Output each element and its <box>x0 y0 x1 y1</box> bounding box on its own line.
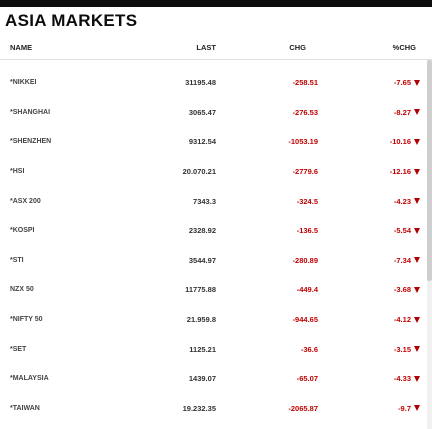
down-triangle-icon <box>414 346 420 352</box>
last-value: 31195.48 <box>110 78 222 87</box>
pct-change: -3.15 <box>324 345 432 354</box>
down-triangle-icon <box>414 405 420 411</box>
last-value: 11775.88 <box>110 285 222 294</box>
pct-change: -7.34 <box>324 256 432 265</box>
market-name: *MALAYSIA <box>0 375 110 382</box>
pct-change: -7.65 <box>324 78 432 87</box>
pct-change-value: -12.16 <box>390 167 411 176</box>
market-name: *HSI <box>0 168 110 175</box>
table-row[interactable]: *SET 1125.21 -36.6 -3.15 <box>0 334 432 364</box>
pct-change-value: -4.12 <box>394 315 411 324</box>
last-value: 3544.97 <box>110 256 222 265</box>
change-value: -1053.19 <box>222 137 324 146</box>
pct-change-value: -4.33 <box>394 374 411 383</box>
pct-change-value: -7.34 <box>394 256 411 265</box>
table-rows: *NIKKEI 31195.48 -258.51 -7.65 *SHANGHAI… <box>0 60 432 423</box>
change-value: -2779.6 <box>222 167 324 176</box>
change-value: -324.5 <box>222 197 324 206</box>
last-value: 19.232.35 <box>110 404 222 413</box>
down-triangle-icon <box>414 109 420 115</box>
pct-change-value: -10.16 <box>390 137 411 146</box>
last-value: 7343.3 <box>110 197 222 206</box>
last-value: 20.070.21 <box>110 167 222 176</box>
market-name: *STI <box>0 257 110 264</box>
scrollbar-track[interactable] <box>427 60 432 429</box>
header-pct-chg[interactable]: %CHG <box>324 43 432 52</box>
table-row[interactable]: *HSI 20.070.21 -2779.6 -12.16 <box>0 157 432 187</box>
change-value: -276.53 <box>222 108 324 117</box>
market-name: *SHENZHEN <box>0 138 110 145</box>
market-name: *SHANGHAI <box>0 109 110 116</box>
market-name: *TAIWAN <box>0 405 110 412</box>
change-value: -449.4 <box>222 285 324 294</box>
change-value: -2065.87 <box>222 404 324 413</box>
down-triangle-icon <box>414 139 420 145</box>
pct-change-value: -9.7 <box>398 404 411 413</box>
market-name: *NIFTY 50 <box>0 316 110 323</box>
pct-change-value: -7.65 <box>394 78 411 87</box>
down-triangle-icon <box>414 257 420 263</box>
down-triangle-icon <box>414 198 420 204</box>
table-row[interactable]: *TAIWAN 19.232.35 -2065.87 -9.7 <box>0 394 432 424</box>
table-row[interactable]: *STI 3544.97 -280.89 -7.34 <box>0 246 432 276</box>
pct-change: -3.68 <box>324 285 432 294</box>
table-row[interactable]: *MALAYSIA 1439.07 -65.07 -4.33 <box>0 364 432 394</box>
pct-change: -4.12 <box>324 315 432 324</box>
table-row[interactable]: *NIFTY 50 21.959.8 -944.65 -4.12 <box>0 305 432 335</box>
down-triangle-icon <box>414 80 420 86</box>
header-name[interactable]: NAME <box>0 43 110 52</box>
change-value: -258.51 <box>222 78 324 87</box>
down-triangle-icon <box>414 287 420 293</box>
change-value: -944.65 <box>222 315 324 324</box>
page-title: ASIA MARKETS <box>0 7 432 35</box>
pct-change: -9.7 <box>324 404 432 413</box>
markets-table[interactable]: *NIKKEI 31195.48 -258.51 -7.65 *SHANGHAI… <box>0 60 432 429</box>
table-row[interactable]: *ASX 200 7343.3 -324.5 -4.23 <box>0 186 432 216</box>
pct-change-value: -5.54 <box>394 226 411 235</box>
table-header: NAME LAST CHG %CHG <box>0 35 432 60</box>
change-value: -280.89 <box>222 256 324 265</box>
change-value: -65.07 <box>222 374 324 383</box>
last-value: 9312.54 <box>110 137 222 146</box>
pct-change: -10.16 <box>324 137 432 146</box>
pct-change: -4.33 <box>324 374 432 383</box>
last-value: 1439.07 <box>110 374 222 383</box>
pct-change: -12.16 <box>324 167 432 176</box>
table-row[interactable]: *NIKKEI 31195.48 -258.51 -7.65 <box>0 68 432 98</box>
table-row[interactable]: NZX 50 11775.88 -449.4 -3.68 <box>0 275 432 305</box>
pct-change: -4.23 <box>324 197 432 206</box>
down-triangle-icon <box>414 169 420 175</box>
pct-change-value: -8.27 <box>394 108 411 117</box>
table-row[interactable]: *SHENZHEN 9312.54 -1053.19 -10.16 <box>0 127 432 157</box>
market-name: *KOSPI <box>0 227 110 234</box>
pct-change: -8.27 <box>324 108 432 117</box>
change-value: -136.5 <box>222 226 324 235</box>
market-name: *SET <box>0 346 110 353</box>
pct-change-value: -3.68 <box>394 285 411 294</box>
last-value: 3065.47 <box>110 108 222 117</box>
last-value: 21.959.8 <box>110 315 222 324</box>
header-last[interactable]: LAST <box>110 43 222 52</box>
table-row[interactable]: *SHANGHAI 3065.47 -276.53 -8.27 <box>0 98 432 128</box>
top-bar <box>0 0 432 7</box>
pct-change: -5.54 <box>324 226 432 235</box>
down-triangle-icon <box>414 317 420 323</box>
down-triangle-icon <box>414 228 420 234</box>
last-value: 1125.21 <box>110 345 222 354</box>
change-value: -36.6 <box>222 345 324 354</box>
header-chg[interactable]: CHG <box>222 43 324 52</box>
market-name: *ASX 200 <box>0 198 110 205</box>
pct-change-value: -4.23 <box>394 197 411 206</box>
last-value: 2328.92 <box>110 226 222 235</box>
market-name: NZX 50 <box>0 286 110 293</box>
scrollbar-thumb[interactable] <box>427 60 432 281</box>
market-name: *NIKKEI <box>0 79 110 86</box>
down-triangle-icon <box>414 376 420 382</box>
table-row[interactable]: *KOSPI 2328.92 -136.5 -5.54 <box>0 216 432 246</box>
pct-change-value: -3.15 <box>394 345 411 354</box>
